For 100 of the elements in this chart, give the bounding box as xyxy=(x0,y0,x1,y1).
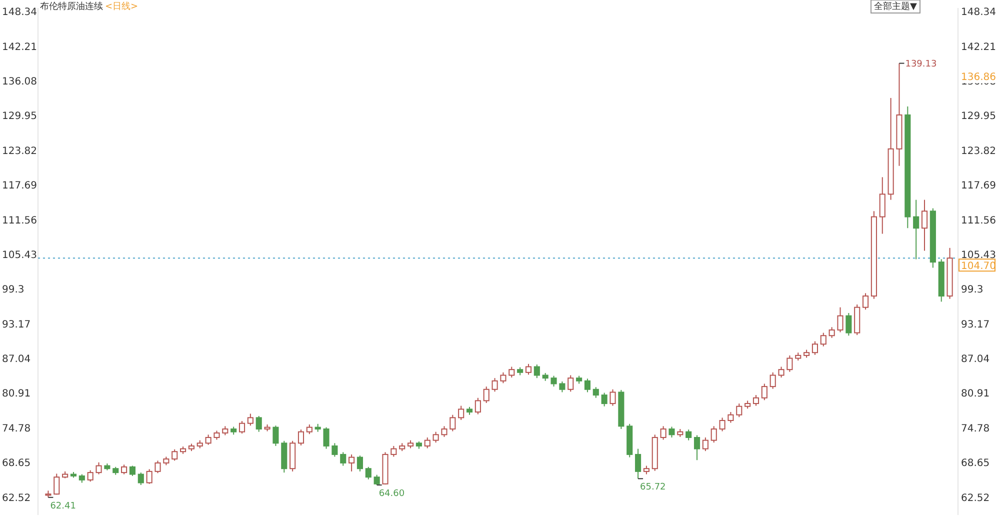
candlestick xyxy=(610,388,616,406)
y-tick-label: 68.65 xyxy=(2,458,31,470)
candlestick xyxy=(752,394,760,406)
candlestick xyxy=(238,420,246,434)
candlestick xyxy=(728,412,734,424)
y-tick-label: 87.04 xyxy=(2,354,31,366)
annotation: 62.41 xyxy=(50,501,76,512)
candlestick xyxy=(508,366,515,378)
y2-tick-label: 105.43 xyxy=(961,250,996,261)
candlestick xyxy=(710,426,717,444)
candlestick xyxy=(635,448,642,480)
annotation: 139.13 xyxy=(905,59,937,70)
candlestick xyxy=(96,462,102,475)
candlestick xyxy=(323,426,330,450)
candlestick xyxy=(474,397,481,415)
candlestick xyxy=(272,425,279,446)
candlestick xyxy=(694,434,700,461)
y2-tick-label: 117.69 xyxy=(961,180,996,192)
y-tick-label: 129.95 xyxy=(2,111,37,122)
candlestick xyxy=(846,312,852,336)
candlestick xyxy=(736,403,742,418)
candlestick xyxy=(525,363,532,376)
candlestick xyxy=(786,354,793,372)
y2-tick-label: 62.52 xyxy=(961,492,990,504)
candlestick xyxy=(121,464,128,475)
y-tick-label: 62.52 xyxy=(2,492,31,504)
candlestick xyxy=(365,466,372,480)
candlestick xyxy=(812,340,818,356)
candlestick xyxy=(256,415,262,432)
candlestick xyxy=(601,392,608,407)
chart-subtitle: <日线> xyxy=(105,1,138,12)
candlestick xyxy=(129,465,136,476)
y2-tick-label: 87.04 xyxy=(961,354,990,366)
candlestick xyxy=(778,366,784,378)
candlestick xyxy=(87,470,94,482)
candlestick xyxy=(770,372,776,390)
candlestick xyxy=(534,364,540,379)
y-tick-label: 105.43 xyxy=(2,250,37,261)
candlestick xyxy=(584,378,590,393)
y2-tick-label: 148.34 xyxy=(961,7,996,18)
candlestick xyxy=(374,474,380,486)
candlestick xyxy=(54,473,60,496)
y2-tick-label: 68.65 xyxy=(961,458,990,470)
candlestick xyxy=(424,436,430,449)
candlestick xyxy=(458,405,464,420)
chart-title: 布伦特原油连续 xyxy=(40,1,103,12)
candlestick xyxy=(862,292,869,310)
y-tick-label: 117.69 xyxy=(2,180,37,192)
y-tick-label: 74.78 xyxy=(2,423,31,434)
y2-tick-label: 80.91 xyxy=(961,388,990,400)
y-tick-label: 99.3 xyxy=(2,284,24,296)
candlestick xyxy=(356,455,363,472)
y-tick-label: 142.21 xyxy=(2,42,37,53)
candlestick xyxy=(298,429,304,446)
text: 136.86 xyxy=(961,72,996,84)
candlestick xyxy=(146,468,152,484)
y-tick-label: 80.91 xyxy=(2,388,31,400)
y-tick-label: 148.34 xyxy=(2,7,37,18)
candlestick xyxy=(568,374,574,392)
annotation: 65.72 xyxy=(640,482,666,493)
candlestick xyxy=(668,426,675,438)
candlestick xyxy=(719,417,726,432)
y-tick-label: 136.08 xyxy=(2,76,37,88)
candlestick xyxy=(340,452,346,466)
candlestick xyxy=(154,460,161,474)
candlestick xyxy=(332,442,338,458)
ref-line-label: 104.70 xyxy=(961,261,996,272)
candlestick xyxy=(592,386,599,398)
y2-tick-label: 142.21 xyxy=(961,42,996,53)
y2-tick-label: 123.82 xyxy=(961,146,996,157)
candlestick xyxy=(306,424,312,435)
candlestick xyxy=(214,430,220,440)
candlestick xyxy=(432,431,439,444)
y2-tick-label: 93.17 xyxy=(961,319,990,330)
candlestick xyxy=(483,386,490,404)
annotation: 全部主题▼ xyxy=(874,1,917,12)
candlestick xyxy=(686,429,692,441)
y-tick-label: 123.82 xyxy=(2,146,37,157)
candlestick xyxy=(247,413,254,426)
candlestick xyxy=(828,326,835,338)
candlestick xyxy=(702,436,708,452)
candlestick xyxy=(138,472,144,486)
candlestick xyxy=(921,199,928,252)
candlestick xyxy=(550,375,557,388)
candlestick xyxy=(492,378,498,392)
candlestick xyxy=(500,372,506,384)
y-tick-label: 111.56 xyxy=(2,215,37,226)
candlestick xyxy=(879,176,886,234)
candlestick xyxy=(761,383,768,401)
candlestick xyxy=(837,306,844,333)
candlestick xyxy=(172,448,178,462)
candlestick xyxy=(348,454,355,472)
candlestick xyxy=(660,426,666,440)
candlestick xyxy=(820,332,826,347)
y2-tick-label: 99.3 xyxy=(961,284,984,296)
candlestick xyxy=(559,380,566,393)
y2-tick-label: 111.56 xyxy=(961,215,996,226)
candlestick xyxy=(222,426,228,436)
annotation: 64.60 xyxy=(378,489,405,500)
candlestick xyxy=(205,434,212,446)
